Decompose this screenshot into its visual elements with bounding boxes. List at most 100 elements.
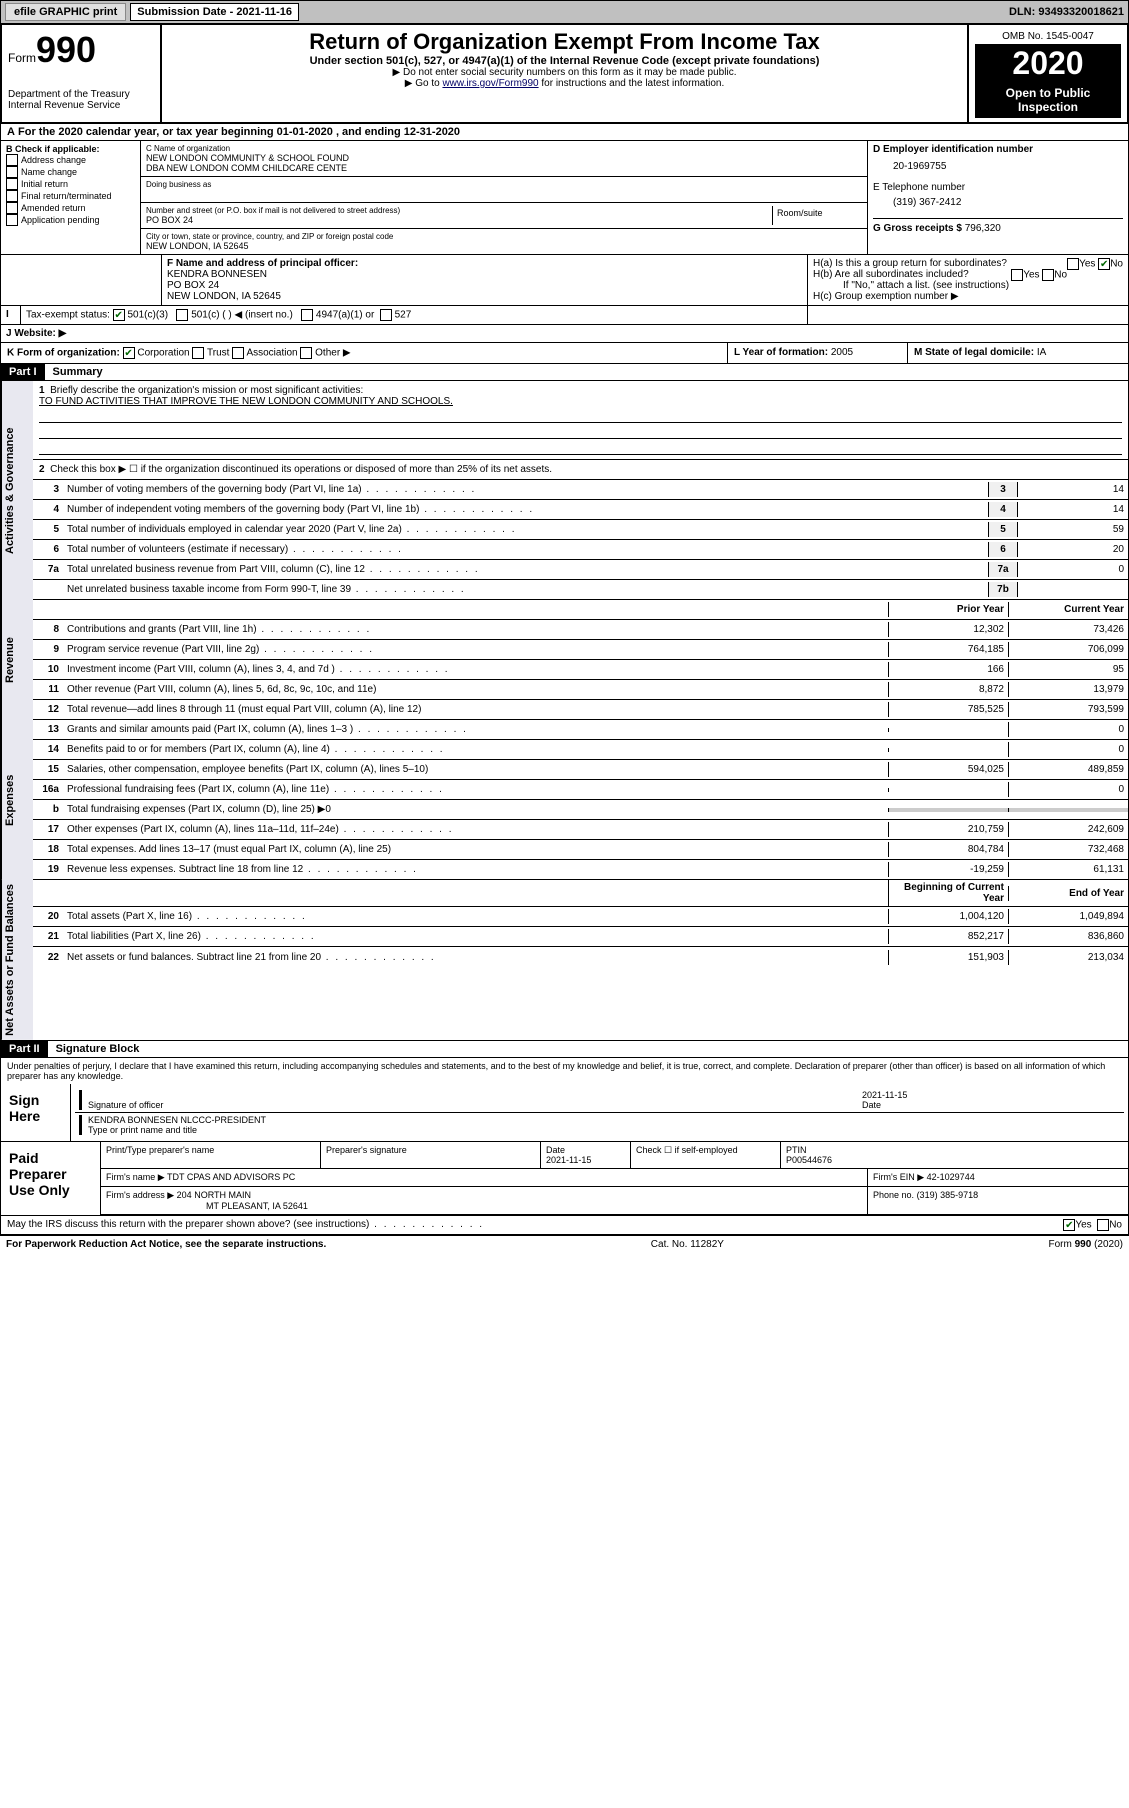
g-gross-value: 796,320 — [965, 223, 1001, 234]
c15: 489,859 — [1008, 762, 1128, 777]
efile-print-button[interactable]: efile GRAPHIC print — [5, 3, 126, 21]
v7b — [1018, 588, 1128, 592]
hb-no[interactable] — [1042, 269, 1054, 281]
ha-yes[interactable] — [1067, 258, 1079, 270]
checkbox-name-change[interactable] — [6, 166, 18, 178]
firm-ein: 42-1029744 — [927, 1172, 975, 1182]
ck-corp[interactable] — [123, 347, 135, 359]
ck-501c3[interactable] — [113, 309, 125, 321]
e-phone-value: (319) 367-2412 — [873, 193, 1123, 218]
g-gross-label: G Gross receipts $ — [873, 223, 962, 234]
discuss-yes[interactable] — [1063, 1219, 1075, 1231]
p17: 210,759 — [888, 822, 1008, 837]
ck-assoc[interactable] — [232, 347, 244, 359]
hb-label: H(b) Are all subordinates included? — [813, 269, 969, 280]
activities-governance-section: Activities & Governance 1 Briefly descri… — [0, 381, 1129, 600]
form-ref: Form 990 (2020) — [1049, 1239, 1123, 1250]
pdf-toolbar: efile GRAPHIC print Submission Date - 20… — [0, 0, 1129, 24]
hb-note: If "No," attach a list. (see instruction… — [813, 280, 1123, 291]
f-addr2: NEW LONDON, IA 52645 — [167, 291, 802, 302]
p14 — [888, 748, 1008, 752]
l13: Grants and similar amounts paid (Part IX… — [63, 722, 888, 737]
f-name: KENDRA BONNESEN — [167, 269, 802, 280]
l20: Total assets (Part X, line 16) — [63, 909, 888, 924]
sidebar-exp: Expenses — [1, 720, 33, 880]
ha-no[interactable] — [1098, 258, 1110, 270]
sig-date: 2021-11-15 — [862, 1090, 907, 1100]
sig-date-label: Date — [862, 1100, 881, 1110]
e20: 1,049,894 — [1008, 909, 1128, 924]
city-value: NEW LONDON, IA 52645 — [146, 241, 862, 251]
ck-501c[interactable] — [176, 309, 188, 321]
c8: 73,426 — [1008, 622, 1128, 637]
l4: Number of independent voting members of … — [63, 502, 988, 517]
org-name-2: DBA NEW LONDON COMM CHILDCARE CENTE — [146, 163, 862, 173]
net-assets-section: Net Assets or Fund Balances Beginning of… — [0, 880, 1129, 1041]
l14: Benefits paid to or for members (Part IX… — [63, 742, 888, 757]
p9: 764,185 — [888, 642, 1008, 657]
l2-label: Check this box ▶ ☐ if the organization d… — [50, 464, 552, 475]
l11: Other revenue (Part VIII, column (A), li… — [63, 682, 888, 697]
checkbox-app-pending[interactable] — [6, 214, 18, 226]
dba-label: Doing business as — [146, 180, 862, 189]
hb-yes[interactable] — [1011, 269, 1023, 281]
discuss-no[interactable] — [1097, 1219, 1109, 1231]
instr-ssn: ▶ Do not enter social security numbers o… — [168, 67, 961, 78]
l22: Net assets or fund balances. Subtract li… — [63, 950, 888, 965]
l16b: Total fundraising expenses (Part IX, col… — [63, 802, 888, 817]
ck-527[interactable] — [380, 309, 392, 321]
dln: DLN: 93493320018621 — [1009, 6, 1124, 18]
j-website: J Website: ▶ — [1, 325, 1128, 342]
firm-addr2: MT PLEASANT, IA 52641 — [106, 1201, 308, 1211]
checkbox-amended[interactable] — [6, 202, 18, 214]
l12: Total revenue—add lines 8 through 11 (mu… — [63, 702, 888, 717]
ha-label: H(a) Is this a group return for subordin… — [813, 258, 1007, 269]
header-block: B Check if applicable: Address change Na… — [0, 141, 1129, 255]
checkbox-final-return[interactable] — [6, 190, 18, 202]
open-to-public: Open to Public Inspection — [975, 82, 1121, 118]
c10: 95 — [1008, 662, 1128, 677]
firm-phone: (319) 385-9718 — [917, 1190, 979, 1200]
city-label: City or town, state or province, country… — [146, 232, 862, 241]
cat-no: Cat. No. 11282Y — [651, 1239, 724, 1250]
p19: -19,259 — [888, 862, 1008, 877]
l15: Salaries, other compensation, employee b… — [63, 762, 888, 777]
sidebar-rev: Revenue — [1, 600, 33, 720]
prep-date: 2021-11-15 — [546, 1155, 591, 1165]
paid-preparer-label: Paid Preparer Use Only — [1, 1142, 101, 1215]
col-current: Current Year — [1008, 602, 1128, 617]
b21: 852,217 — [888, 929, 1008, 944]
room-suite-label: Room/suite — [772, 206, 862, 225]
hc-label: H(c) Group exemption number ▶ — [813, 291, 1123, 302]
p18: 804,784 — [888, 842, 1008, 857]
self-employed-check: Check ☐ if self-employed — [631, 1142, 781, 1169]
d-ein-label: D Employer identification number — [873, 144, 1123, 155]
ck-trust[interactable] — [192, 347, 204, 359]
p10: 166 — [888, 662, 1008, 677]
checkbox-initial-return[interactable] — [6, 178, 18, 190]
e22: 213,034 — [1008, 950, 1128, 965]
l19: Revenue less expenses. Subtract line 18 … — [63, 862, 888, 877]
pra-notice: For Paperwork Reduction Act Notice, see … — [6, 1239, 326, 1250]
form-header: Form990 Department of the Treasury Inter… — [0, 24, 1129, 124]
tax-year-line: A For the 2020 calendar year, or tax yea… — [0, 124, 1129, 141]
sign-here-label: Sign Here — [1, 1084, 71, 1141]
form-number: 990 — [36, 29, 96, 70]
ck-other[interactable] — [300, 347, 312, 359]
submission-date: Submission Date - 2021-11-16 — [130, 3, 299, 21]
sidebar-ag: Activities & Governance — [1, 381, 33, 600]
l1-label: Briefly describe the organization's miss… — [50, 385, 363, 396]
website-row: J Website: ▶ — [0, 325, 1129, 343]
p15: 594,025 — [888, 762, 1008, 777]
p16a — [888, 788, 1008, 792]
firm-addr1: 204 NORTH MAIN — [177, 1190, 251, 1200]
irs-link[interactable]: www.irs.gov/Form990 — [442, 78, 538, 89]
checkbox-address-change[interactable] — [6, 154, 18, 166]
d-ein-value: 20-1969755 — [873, 155, 1123, 182]
b-header: B Check if applicable: — [6, 144, 135, 154]
p13 — [888, 728, 1008, 732]
tax-exempt-row: I Tax-exempt status: 501(c)(3) 501(c) ( … — [0, 306, 1129, 325]
c14: 0 — [1008, 742, 1128, 757]
expenses-section: Expenses 13Grants and similar amounts pa… — [0, 720, 1129, 880]
ck-4947[interactable] — [301, 309, 313, 321]
